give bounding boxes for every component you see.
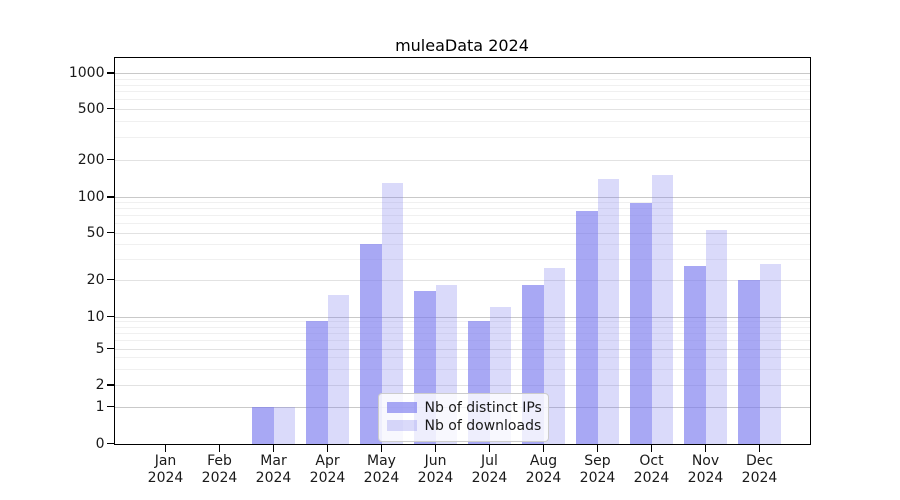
x-tick-mark [326, 444, 329, 452]
y-tick-mark [106, 347, 114, 350]
x-tick-label: Dec 2024 [741, 452, 778, 486]
legend-swatch-downloads [386, 420, 417, 431]
x-tick-label: Apr 2024 [309, 452, 346, 486]
bar-downloads-mar [273, 406, 295, 444]
y-tick-mark [106, 231, 114, 234]
x-tick-label: Nov 2024 [687, 452, 724, 486]
x-tick-label: Feb 2024 [201, 452, 238, 486]
y-tick-mark [106, 196, 114, 198]
x-tick-mark [650, 444, 653, 452]
x-tick-label: Aug 2024 [525, 452, 562, 486]
y-tick-label: 500 [77, 100, 105, 117]
gridline-minor [114, 136, 810, 138]
legend-swatch-distinct-ips [386, 402, 417, 413]
y-tick-mark [106, 405, 114, 408]
y-tick-label: 100 [77, 188, 105, 205]
x-tick-mark [596, 444, 599, 452]
y-tick-mark [106, 384, 114, 386]
gridline [114, 316, 810, 318]
y-tick-mark [106, 107, 114, 110]
gridline-minor [114, 243, 810, 245]
legend-label-downloads: Nb of downloads [424, 417, 542, 434]
bar-ips-dec [738, 279, 760, 444]
x-tick-mark [758, 444, 761, 452]
bar-ips-apr [306, 321, 328, 444]
gridline-minor [114, 326, 810, 328]
y-tick-mark [106, 72, 114, 74]
gridline [114, 348, 810, 350]
gridline [114, 232, 810, 234]
gridline [114, 108, 810, 110]
bar-downloads-oct [651, 174, 673, 444]
legend-item-distinct-ips: Nb of distinct IPs [386, 399, 542, 417]
y-tick-label: 20 [86, 271, 105, 288]
x-tick-mark [380, 444, 383, 452]
y-tick-label: 10 [86, 308, 105, 325]
y-tick-label: 1000 [68, 65, 105, 82]
chart-title: muleaData 2024 [395, 36, 529, 55]
x-tick-label: Oct 2024 [633, 452, 670, 486]
bar-downloads-apr [327, 294, 349, 444]
gridline [114, 73, 810, 75]
x-tick-label: Jan 2024 [147, 452, 184, 486]
y-tick-mark [106, 442, 114, 445]
bar-ips-oct [630, 203, 652, 444]
bar-downloads-dec [759, 264, 781, 444]
x-tick-mark [272, 444, 275, 452]
legend-label-distinct-ips: Nb of distinct IPs [424, 399, 542, 416]
gridline [114, 159, 810, 161]
x-tick-label: Jul 2024 [471, 452, 508, 486]
gridline [114, 196, 810, 198]
gridline [114, 279, 810, 281]
gridline-minor [114, 78, 810, 80]
x-tick-label: Jun 2024 [417, 452, 454, 486]
bar-ips-mar [252, 406, 274, 444]
y-tick-label: 50 [86, 224, 105, 241]
x-tick-mark [704, 444, 707, 452]
bar-downloads-aug [543, 268, 565, 444]
x-tick-mark [488, 444, 491, 452]
x-tick-mark [164, 444, 167, 452]
bar-downloads-may [381, 182, 403, 444]
gridline-minor [114, 223, 810, 225]
gridline-minor [114, 321, 810, 323]
gridline [114, 385, 810, 387]
y-tick-label: 5 [95, 340, 105, 357]
gridline-minor [114, 332, 810, 334]
y-tick-label: 1 [95, 398, 105, 415]
y-tick-label: 0 [95, 435, 105, 452]
gridline-minor [114, 91, 810, 93]
y-tick-mark [106, 158, 114, 161]
bar-ips-sep [576, 210, 598, 444]
x-tick-mark [542, 444, 545, 452]
x-tick-label: Mar 2024 [255, 452, 292, 486]
y-tick-mark [106, 315, 114, 318]
plot-area: Nb of distinct IPs Nb of downloads 0 1 2 5 1… [69, 56, 811, 486]
bar-ips-may [360, 243, 382, 444]
bar-downloads-sep [597, 178, 619, 444]
y-tick-label: 2 [95, 377, 105, 394]
x-tick-label: May 2024 [363, 452, 400, 486]
gridline-minor [114, 368, 810, 370]
x-tick-mark [218, 444, 221, 452]
bar-downloads-nov [705, 230, 727, 444]
x-tick-label: Sep 2024 [579, 452, 616, 486]
x-tick-mark [434, 444, 437, 452]
gridline-minor [114, 202, 810, 204]
legend-item-downloads: Nb of downloads [386, 417, 542, 435]
gridline-minor [114, 340, 810, 342]
legend: Nb of distinct IPs Nb of downloads [377, 392, 549, 442]
gridline-minor [114, 120, 810, 122]
gridline-minor [114, 258, 810, 260]
y-tick-label: 200 [77, 151, 105, 168]
gridline-minor [114, 215, 810, 217]
gridline-minor [114, 84, 810, 86]
gridline-minor [114, 99, 810, 101]
y-tick-mark [106, 278, 114, 281]
bar-ips-nov [684, 266, 706, 444]
gridline-minor [114, 208, 810, 210]
gridline-minor [114, 357, 810, 359]
